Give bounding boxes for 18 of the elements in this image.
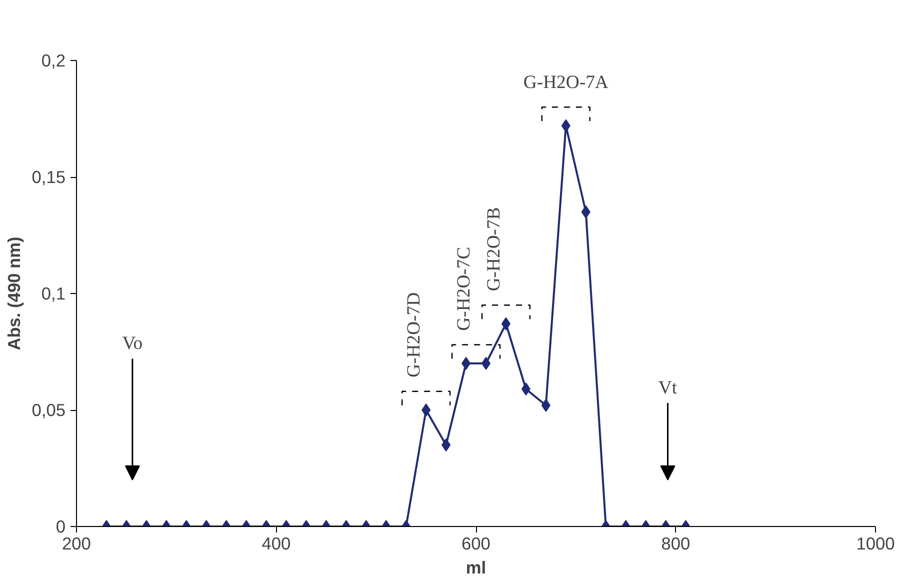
y-tick-label: 0 bbox=[56, 516, 66, 536]
y-tick-label: 0,15 bbox=[32, 167, 66, 187]
annotation: Vo bbox=[122, 333, 143, 354]
x-axis-title: ml bbox=[466, 558, 486, 578]
x-tick-label: 200 bbox=[62, 534, 91, 554]
x-tick-label: 600 bbox=[462, 534, 490, 554]
annotation: G-H2O-7D bbox=[404, 292, 425, 378]
y-axis-title: Abs. (490 nm) bbox=[4, 236, 24, 350]
y-tick-label: 0,1 bbox=[41, 284, 66, 304]
x-tick-label: 1000 bbox=[856, 534, 895, 554]
x-tick-label: 800 bbox=[661, 534, 690, 554]
annotation: G-H2O-7C bbox=[454, 246, 475, 331]
annotation: Vt bbox=[658, 377, 678, 398]
annotation: G-H2O-7A bbox=[523, 72, 609, 94]
y-tick-label: 0,05 bbox=[32, 400, 66, 420]
y-tick-label: 0,2 bbox=[41, 50, 66, 70]
x-tick-label: 400 bbox=[262, 534, 291, 554]
annotation: G-H2O-7B bbox=[483, 207, 504, 292]
